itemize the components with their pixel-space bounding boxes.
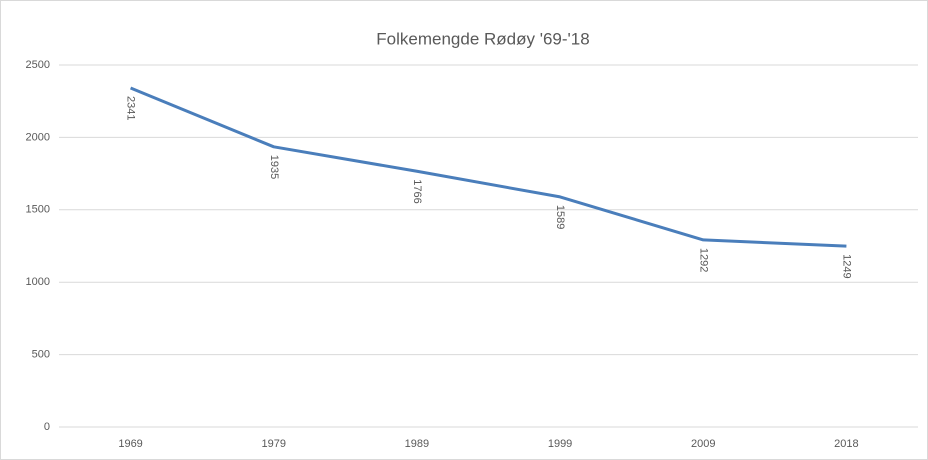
data-label: 1292 (697, 248, 709, 272)
x-tick-label: 1979 (262, 438, 286, 450)
line-series (130, 86, 847, 248)
y-tick-label: 500 (32, 349, 50, 361)
chart-title: Folkemengde Rødøy '69-'18 (376, 29, 589, 48)
y-tick-label: 0 (44, 421, 50, 433)
x-tick-label: 1969 (118, 438, 142, 450)
y-tick-label: 2500 (26, 59, 50, 71)
y-tick-label: 2000 (26, 131, 50, 143)
x-tick-label: 2018 (834, 438, 858, 450)
data-label: 1766 (411, 179, 423, 203)
data-label: 1249 (841, 254, 853, 278)
x-tick-label: 1989 (405, 438, 429, 450)
data-label: 1935 (268, 155, 280, 179)
y-tick-label: 1500 (26, 204, 50, 216)
data-label: 1589 (554, 205, 566, 229)
x-tick-label: 1999 (548, 438, 572, 450)
x-tick-label: 2009 (691, 438, 715, 450)
y-tick-label: 1000 (26, 276, 50, 288)
data-label: 2341 (125, 96, 137, 120)
